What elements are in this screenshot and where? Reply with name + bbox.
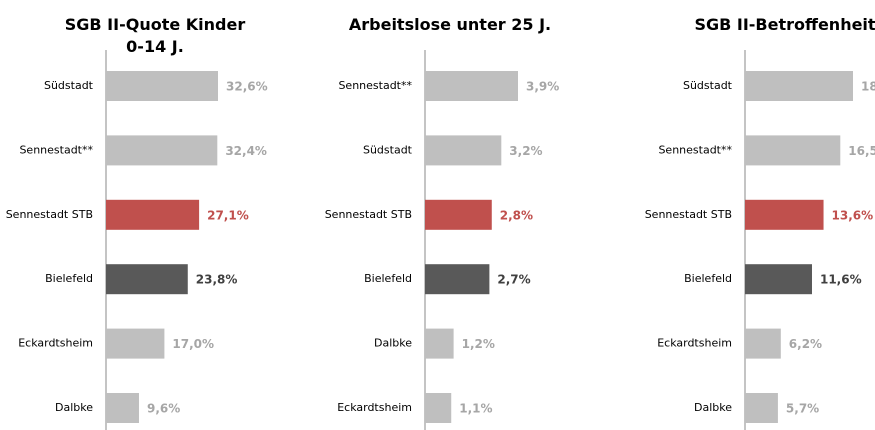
category-label: Südstadt: [44, 79, 94, 92]
bar: [745, 71, 853, 101]
chart-title: Arbeitslose unter 25 J.: [348, 15, 552, 34]
value-label: 3,2%: [509, 144, 542, 158]
category-label: Südstadt: [363, 143, 413, 156]
category-label: Bielefeld: [364, 272, 412, 285]
value-label: 18,7%: [861, 80, 875, 94]
bar: [106, 199, 200, 230]
value-label: 9,6%: [147, 402, 180, 416]
category-label: Sennestadt**: [338, 79, 412, 92]
bar: [425, 199, 492, 230]
category-label: Bielefeld: [45, 272, 93, 285]
value-label: 32,4%: [225, 144, 267, 158]
category-label: Dalbke: [694, 401, 732, 414]
value-label: 6,2%: [789, 337, 822, 351]
bar: [745, 264, 812, 295]
value-label: 1,2%: [462, 337, 495, 351]
value-label: 3,9%: [526, 80, 559, 94]
category-label: Eckardtsheim: [337, 401, 412, 414]
bar: [425, 393, 452, 423]
category-label: Sennestadt STB: [6, 208, 93, 221]
value-label: 2,8%: [500, 208, 533, 222]
bar: [425, 264, 490, 295]
category-label: Südstadt: [683, 79, 733, 92]
bar: [106, 71, 218, 101]
category-label: Sennestadt STB: [645, 208, 732, 221]
category-label: Eckardtsheim: [18, 337, 93, 350]
value-label: 13,6%: [832, 208, 874, 222]
bar: [425, 135, 502, 166]
value-label: 23,8%: [196, 273, 238, 287]
bar: [745, 199, 824, 230]
category-label: Sennestadt**: [658, 143, 732, 156]
value-label: 16,5%: [848, 144, 875, 158]
value-label: 11,6%: [820, 273, 862, 287]
chart-title: SGB II-Quote Kinder 0-14 J.: [64, 15, 246, 56]
bar: [106, 328, 165, 359]
value-label: 17,0%: [172, 337, 214, 351]
value-label: 1,1%: [459, 402, 492, 416]
bar: [106, 393, 139, 423]
value-label: 32,6%: [226, 80, 268, 94]
bar: [745, 328, 781, 359]
bar: [425, 71, 518, 101]
value-label: 2,7%: [497, 273, 530, 287]
bar: [425, 328, 454, 359]
category-label: Bielefeld: [684, 272, 732, 285]
category-label: Sennestadt STB: [325, 208, 412, 221]
category-label: Eckardtsheim: [657, 337, 732, 350]
value-label: 27,1%: [207, 208, 249, 222]
category-label: Dalbke: [55, 401, 93, 414]
bar: [745, 393, 778, 423]
category-label: Sennestadt**: [19, 143, 93, 156]
category-label: Dalbke: [374, 337, 412, 350]
bar: [106, 135, 218, 166]
bar: [106, 264, 188, 295]
value-label: 5,7%: [786, 402, 819, 416]
bar: [745, 135, 841, 166]
chart-title: SGB II-Betroffenheit: [694, 15, 875, 34]
